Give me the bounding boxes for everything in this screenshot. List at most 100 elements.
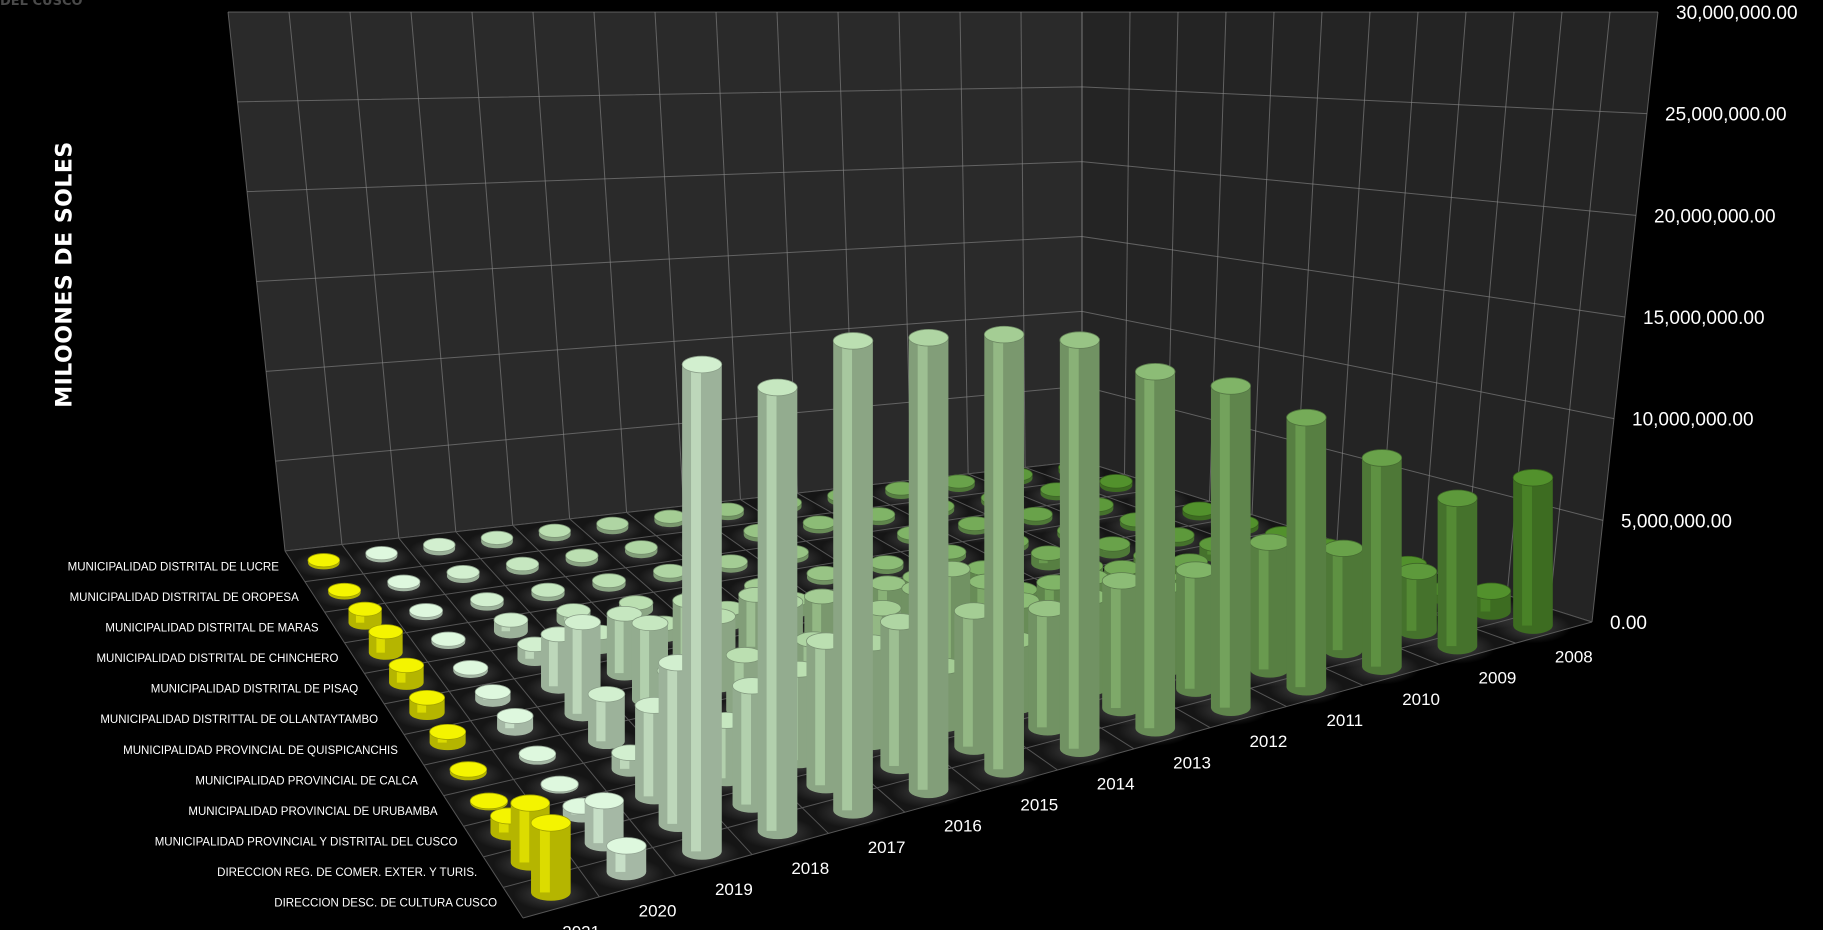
bar-body	[1437, 498, 1478, 655]
bar-top	[1095, 536, 1131, 552]
cylinder-2016-10	[610, 540, 672, 567]
bar-body	[1059, 340, 1100, 758]
bar-highlight	[539, 822, 550, 893]
bar-top	[452, 660, 489, 676]
bar-top	[368, 624, 404, 640]
entity-label: MUNICIPALIDAD DISTRITAL DE LUCRE	[68, 561, 280, 573]
bar-highlight	[815, 641, 825, 786]
value-gridline	[265, 310, 1615, 420]
bar-highlight	[1370, 457, 1381, 667]
bar-body	[1362, 457, 1402, 675]
cylinder-2021-5	[413, 723, 482, 759]
cylinder-2020-9	[394, 602, 458, 629]
year-label: 2014	[1097, 774, 1135, 793]
bar-top	[1397, 562, 1438, 581]
bar-highlight	[1258, 542, 1269, 670]
bar-highlight	[917, 337, 928, 790]
bar-highlight	[746, 594, 756, 647]
year-label: 2013	[1173, 753, 1211, 772]
year-label: 2016	[944, 817, 982, 836]
bar-highlight	[499, 815, 509, 833]
bar-top	[496, 708, 534, 724]
bar-top	[1437, 489, 1478, 508]
year-label: 2015	[1020, 796, 1058, 815]
cylinder-2021-10	[313, 581, 376, 608]
cylinder-2017-0	[815, 332, 891, 829]
bar-highlight	[889, 621, 899, 766]
cylinder-2020-3	[524, 772, 596, 803]
back-wall	[228, 12, 1082, 551]
year-label: 2018	[791, 859, 829, 878]
bar-top	[983, 325, 1025, 344]
bar-top	[1175, 561, 1216, 579]
year-label: 2021	[562, 922, 600, 930]
bar-top	[423, 537, 456, 552]
cylinder-2018-10	[491, 556, 554, 583]
chart-labels: 0.00 5,000,000.00 10,000,000.00 15,000,000.…	[68, 3, 1798, 930]
bar-top	[1512, 469, 1554, 487]
cylinder-2019-10	[432, 565, 494, 592]
bar-highlight	[1332, 548, 1343, 651]
bar-top	[1099, 474, 1133, 489]
year-label: 2010	[1402, 690, 1440, 709]
bar-top	[387, 574, 421, 590]
entity-label: MUNICIPALIDAD PROVINCIAL Y DISTRITAL DEL…	[155, 837, 458, 849]
cylinder-2012-0	[1193, 377, 1269, 726]
bar-top	[408, 689, 446, 706]
bar-top	[1286, 408, 1327, 427]
bar-top	[430, 631, 466, 647]
bar-top	[869, 555, 904, 571]
bar-highlight	[691, 364, 701, 852]
bar-highlight	[643, 705, 654, 797]
bar-top	[832, 332, 874, 350]
cylinder-2019-9	[455, 592, 519, 619]
cylinder-2019-11	[409, 537, 470, 564]
bar-top	[1323, 539, 1364, 557]
bar-top	[510, 794, 551, 812]
entity-label: DIRECCION DESC. DE CULTURA CUSCO	[274, 898, 497, 910]
bar-top	[530, 814, 572, 832]
year-label: 2008	[1555, 648, 1593, 667]
bar-top	[1471, 582, 1512, 600]
bar-top	[518, 745, 557, 762]
bar-top	[470, 592, 504, 608]
bar-highlight	[1446, 498, 1457, 647]
bar-body	[908, 337, 949, 799]
cylinder-2014-0	[1042, 331, 1118, 767]
bar-highlight	[1406, 571, 1417, 631]
bar-body	[984, 334, 1024, 778]
bar-body	[833, 340, 873, 819]
bar-top	[606, 605, 643, 622]
bar-highlight	[1144, 371, 1155, 729]
year-label: 2012	[1249, 732, 1287, 751]
bar-body	[1102, 580, 1142, 717]
bar-highlight	[640, 623, 650, 700]
chart-walls	[227, 11, 1659, 623]
cylinder-2020-5	[480, 708, 550, 745]
bar-top	[725, 647, 764, 664]
bar-highlight	[963, 610, 973, 747]
bar-highlight	[1110, 580, 1121, 709]
bar-highlight	[842, 340, 853, 811]
cylinder-2021-11	[293, 552, 354, 578]
bar-top	[802, 515, 836, 530]
cylinder-2009-0	[1419, 489, 1496, 664]
bar-top	[1210, 377, 1252, 395]
y-tick-label: 30,000,000.00	[1676, 3, 1798, 24]
bar-body	[1323, 548, 1363, 659]
year-label: 2020	[639, 901, 677, 920]
bar-top	[307, 553, 341, 568]
cylinder-2017-11	[524, 523, 585, 550]
bar-top	[757, 378, 798, 397]
bar-body	[1210, 386, 1251, 716]
cylinder-2013-0	[1117, 363, 1193, 747]
bar-top	[1018, 506, 1053, 522]
bar-top	[446, 565, 480, 580]
cylinder-2016-11	[582, 516, 643, 543]
bar-highlight	[812, 596, 822, 634]
cylinder-2018-0	[739, 378, 816, 849]
value-gridline	[237, 86, 1648, 115]
bar-top	[606, 837, 647, 855]
year-label: 2019	[715, 880, 753, 899]
bar-top	[1101, 572, 1142, 590]
